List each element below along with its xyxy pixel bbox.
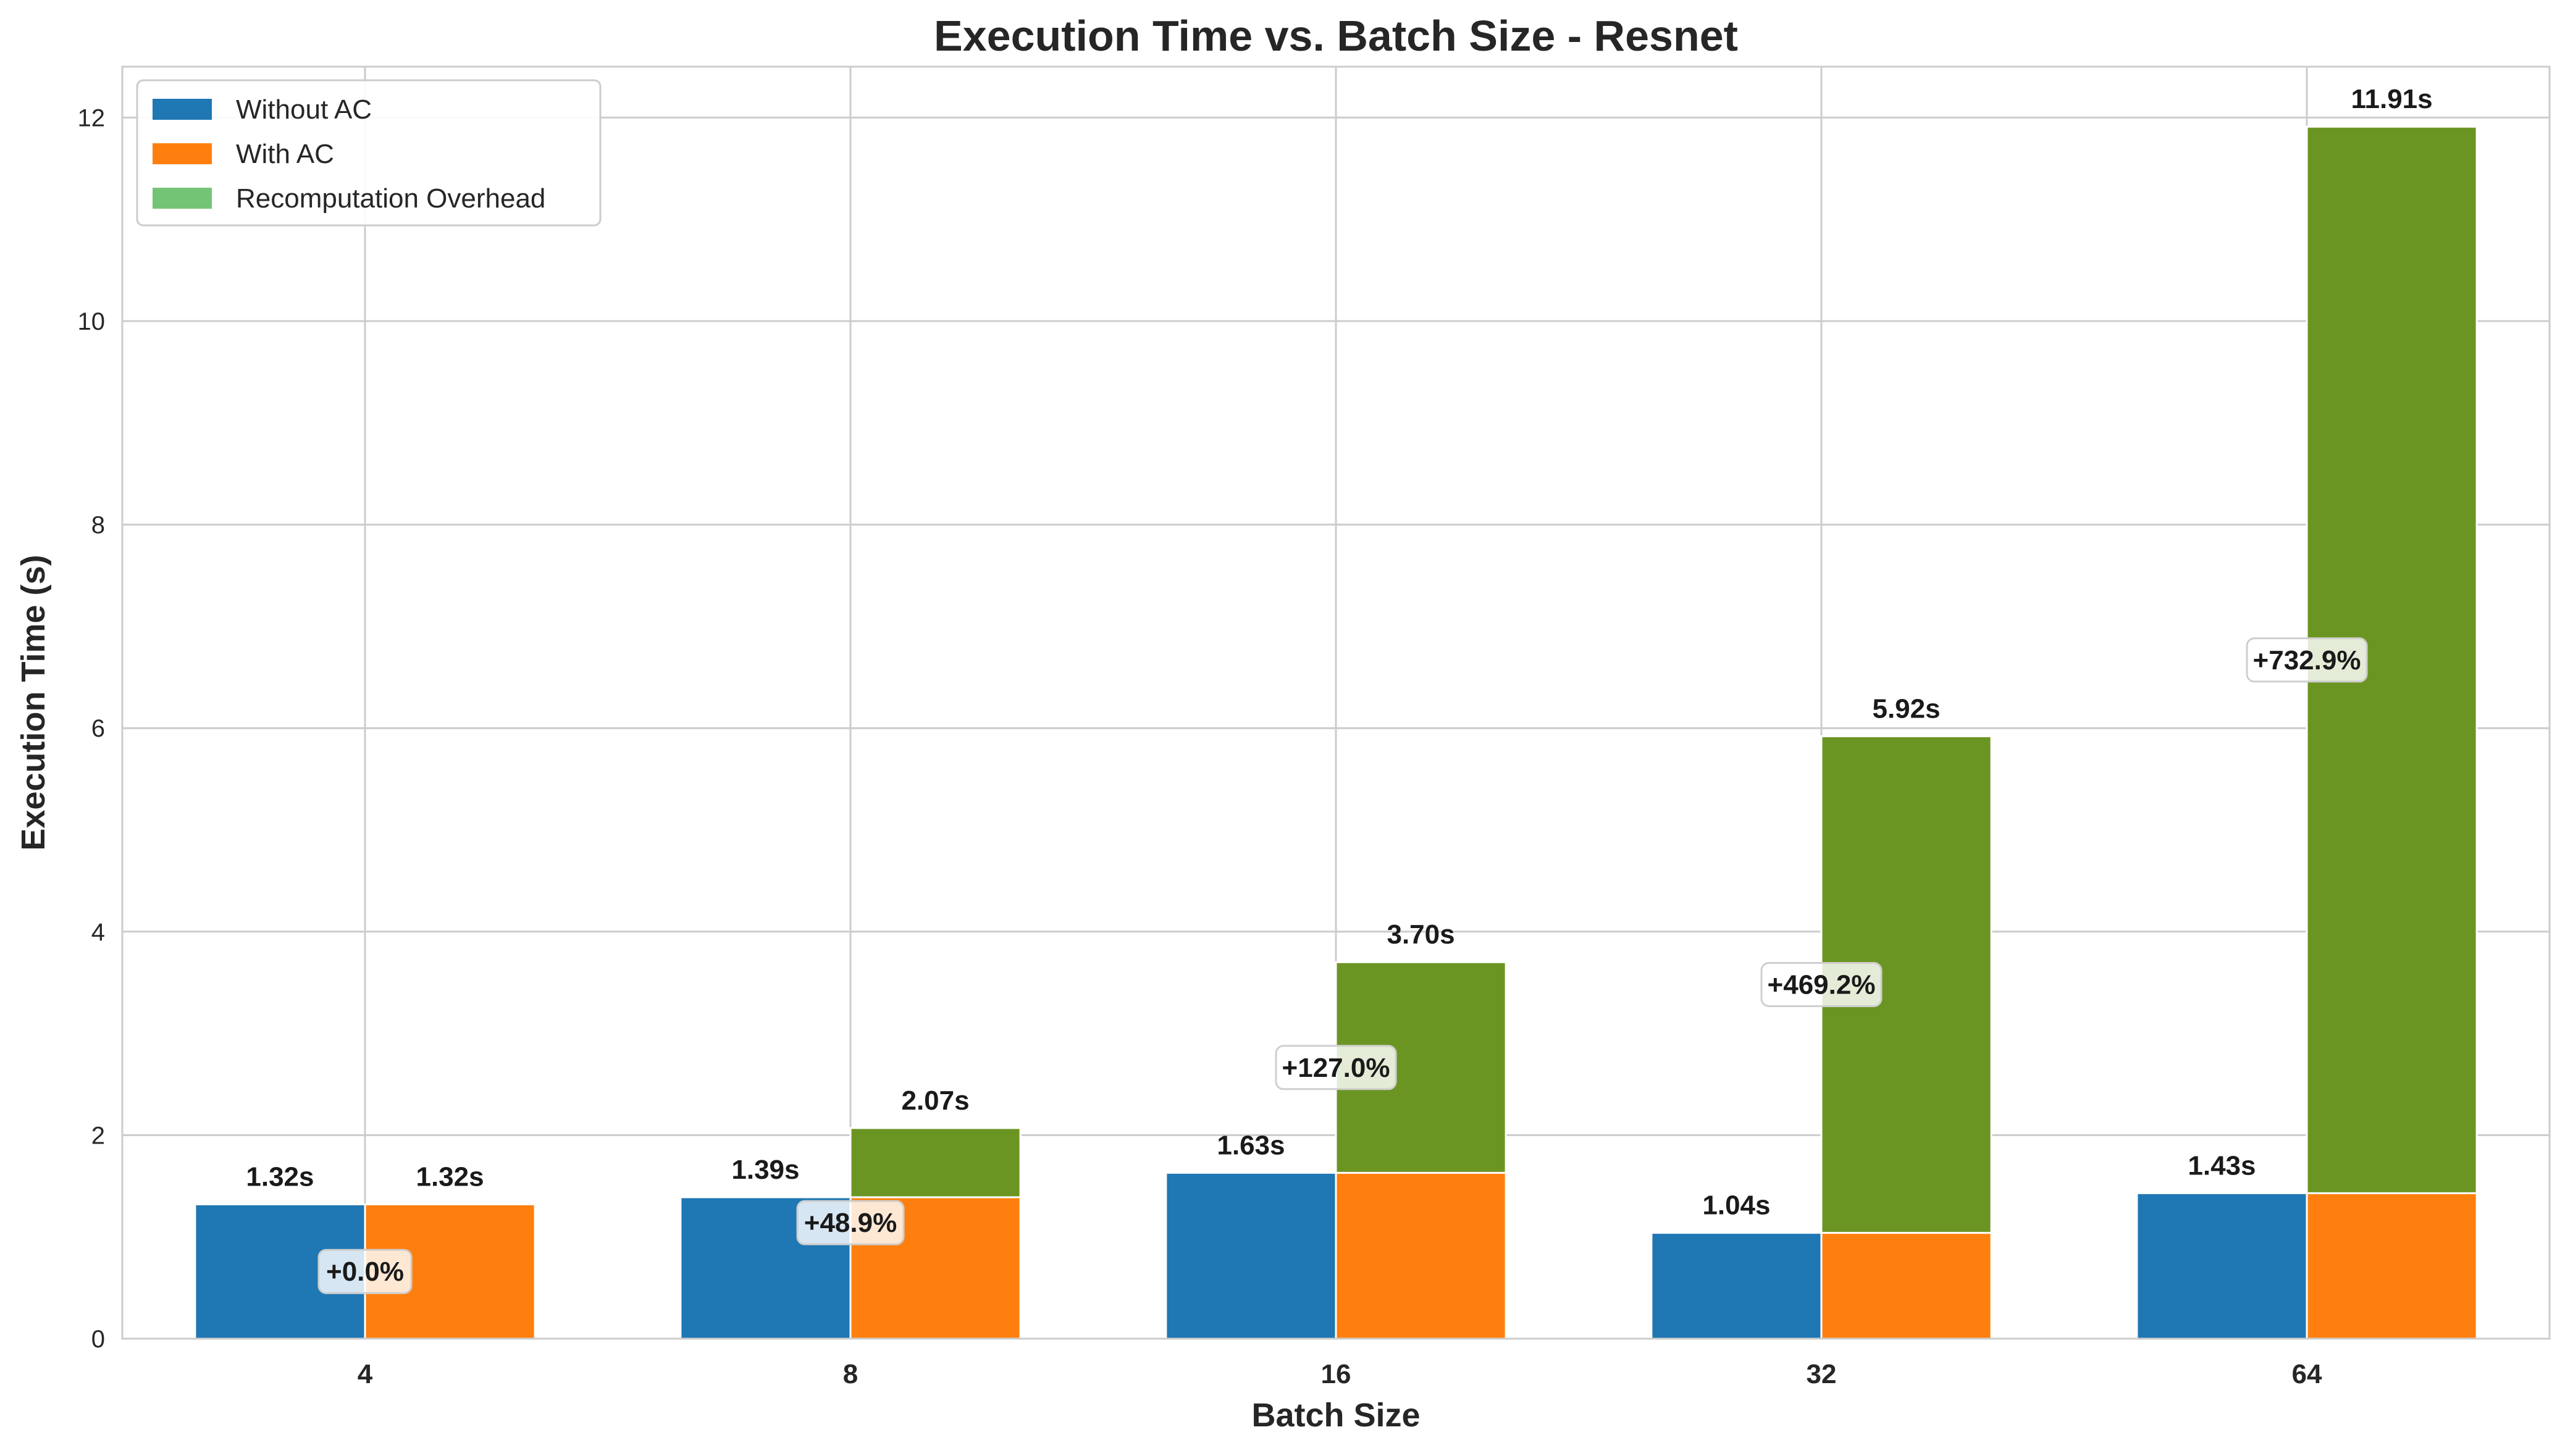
y-tick-label: 12	[78, 104, 106, 132]
y-tick-label: 2	[91, 1122, 105, 1149]
legend-label: Recomputation Overhead	[236, 183, 545, 214]
y-axis-title: Execution Time (s)	[15, 554, 52, 850]
x-tick-label: 8	[843, 1359, 858, 1389]
percent-label-box	[1275, 1045, 1397, 1090]
percent-label-box	[796, 1200, 905, 1245]
value-label-without-ac: 1.32s	[246, 1161, 314, 1192]
label-layer: 1.32s 1.32s +0.0% 1.39s 2.07s +48.9% 1.63s 3.70…	[246, 84, 2433, 1294]
percent-overhead-label: +127.0%	[1282, 1053, 1390, 1083]
x-tick-label: 16	[1321, 1359, 1351, 1389]
value-label-with-ac: 3.70s	[1387, 919, 1455, 950]
y-tick-label: 8	[91, 512, 105, 539]
chart-title: Execution Time vs. Batch Size - Resnet	[934, 12, 1738, 60]
legend-label: With AC	[236, 139, 334, 169]
bar-with-ac	[1335, 1171, 1507, 1340]
axis-layer: 0 2 4 6 8 10 12 4 8 16 32 64	[78, 104, 2322, 1389]
legend-label: Without AC	[236, 94, 372, 125]
legend-swatch	[153, 99, 212, 120]
value-label-with-ac: 1.32s	[416, 1161, 484, 1192]
x-tick-label: 64	[2292, 1359, 2322, 1389]
legend-swatch	[153, 188, 212, 209]
x-tick-label: 32	[1807, 1359, 1837, 1389]
value-label-with-ac: 5.92s	[1872, 693, 1940, 724]
bar-without-ac	[1650, 1232, 1823, 1340]
y-tick-label: 0	[91, 1326, 105, 1353]
percent-label-box	[2246, 637, 2368, 683]
percent-label-box	[317, 1249, 413, 1294]
value-label-with-ac: 11.91s	[2351, 84, 2432, 114]
value-label-without-ac: 1.63s	[1217, 1130, 1285, 1160]
y-tick-label: 6	[91, 715, 105, 742]
value-label-without-ac: 1.43s	[2188, 1150, 2256, 1181]
y-tick-label: 10	[78, 308, 106, 335]
percent-overhead-label: +469.2%	[1768, 969, 1876, 1000]
bar-recomputation-overhead	[849, 1127, 1022, 1199]
x-axis-title: Batch Size	[1251, 1397, 1420, 1434]
percent-overhead-label: +48.9%	[804, 1208, 897, 1238]
plot-frame	[121, 65, 2551, 1340]
value-label-without-ac: 1.04s	[1702, 1190, 1770, 1221]
bar-without-ac	[2136, 1192, 2308, 1340]
percent-overhead-label: +0.0%	[326, 1257, 404, 1287]
y-tick-label: 4	[91, 919, 105, 946]
bar-with-ac	[2306, 1192, 2478, 1340]
value-label-with-ac: 2.07s	[901, 1086, 969, 1116]
bar-without-ac	[1165, 1171, 1337, 1340]
value-label-without-ac: 1.39s	[731, 1155, 799, 1185]
legend: Without AC With AC Recomputation Overhead	[136, 79, 602, 227]
percent-overhead-label: +732.9%	[2253, 645, 2361, 676]
x-tick-label: 4	[358, 1359, 373, 1389]
legend-box	[136, 79, 602, 227]
bar-with-ac	[1820, 1232, 1992, 1340]
legend-swatch	[153, 143, 212, 164]
percent-label-box	[1760, 961, 1883, 1007]
